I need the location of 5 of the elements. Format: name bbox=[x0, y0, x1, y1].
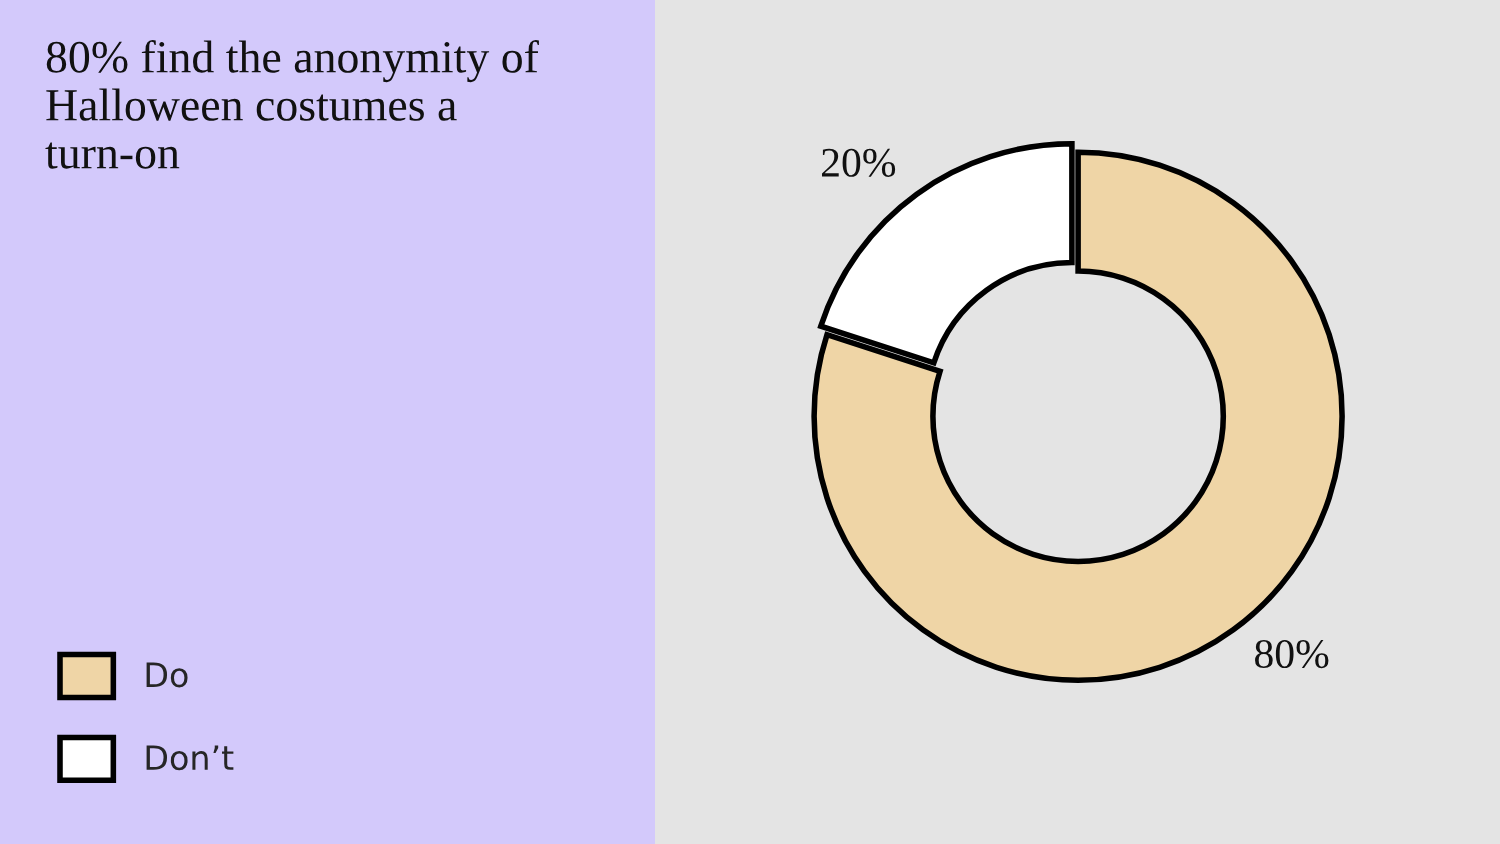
data-label: 20% bbox=[822, 148, 896, 177]
data-label: 80% bbox=[1255, 639, 1329, 669]
chart-title: 80% find the anonymity of Halloween costumes a turn-on bbox=[45, 40, 539, 169]
legend-label: Don’t bbox=[146, 745, 234, 771]
legend-label: Do bbox=[146, 662, 188, 688]
